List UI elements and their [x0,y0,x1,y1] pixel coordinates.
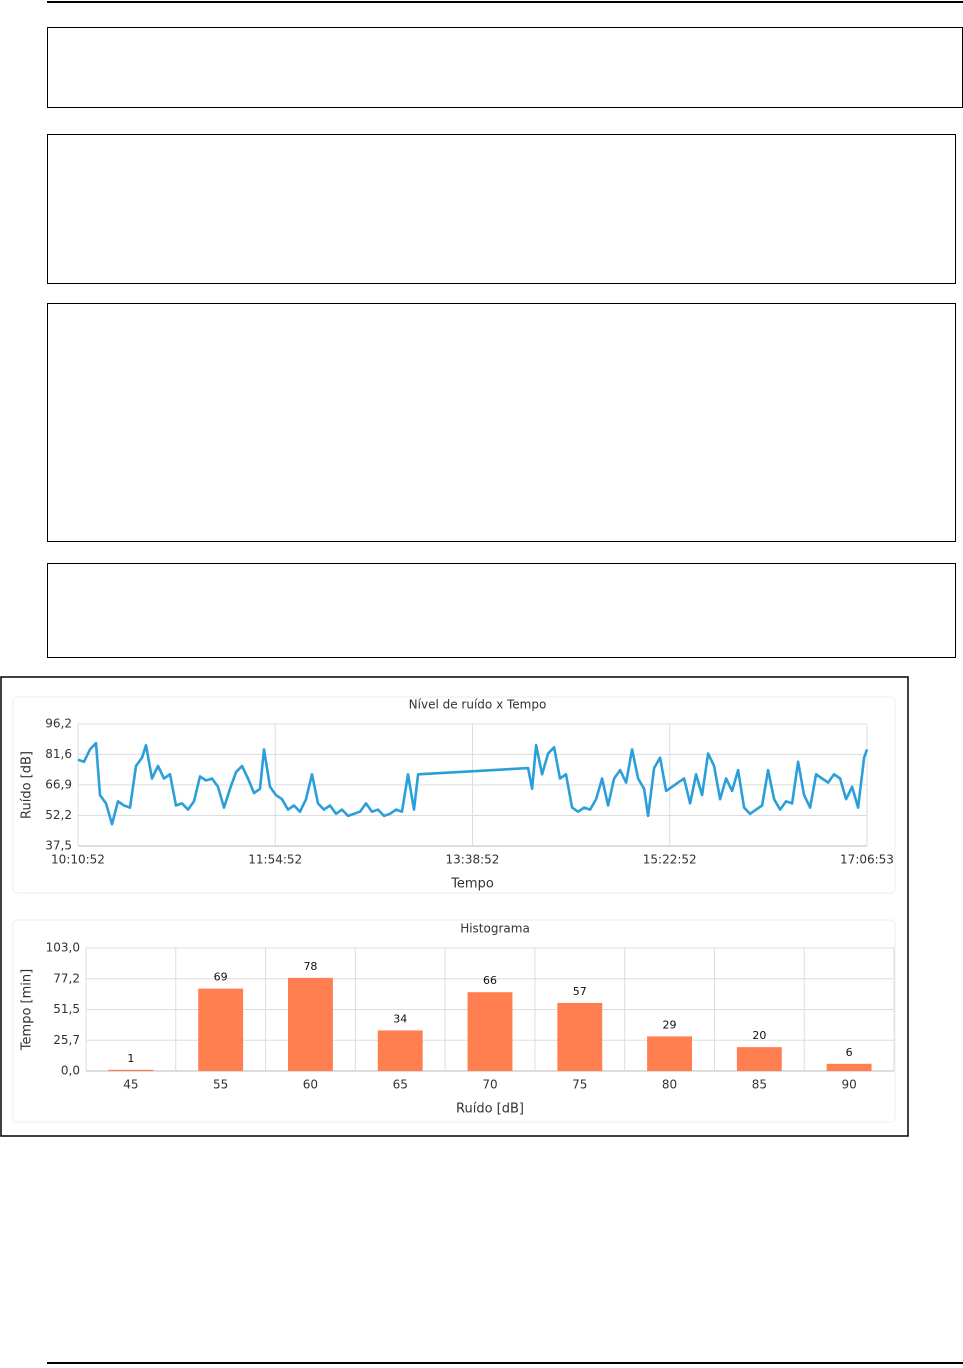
value-label: 29 [663,1018,677,1031]
empty-box [47,27,963,108]
x-tick-label: 70 [482,1078,497,1092]
bar [826,1063,872,1071]
chart-panel [12,696,896,894]
x-tick-label: 45 [123,1078,138,1092]
y-tick-label: 96,2 [45,717,72,731]
x-tick-label: 65 [393,1078,408,1092]
value-label: 6 [846,1046,853,1059]
y-tick-label: 51,5 [53,1002,80,1016]
y-axis-title: Ruído [dB] [20,751,35,819]
x-tick-label: 11:54:52 [248,853,302,867]
x-tick-label: 10:10:52 [51,853,105,867]
y-axis-title: Tempo [min] [20,969,35,1051]
y-tick-label: 25,7 [53,1033,80,1047]
x-tick-label: 80 [662,1078,677,1092]
y-tick-label: 81,6 [45,747,72,761]
chart-panel [12,919,896,1123]
chart-title: Nível de ruído x Tempo [409,698,547,712]
y-tick-label: 77,2 [53,971,80,985]
bar [467,992,513,1071]
x-tick-label: 13:38:52 [446,853,500,867]
x-axis-title: Ruído [dB] [456,1102,524,1117]
y-tick-label: 66,9 [45,777,72,791]
data-line [77,741,869,826]
y-tick-label: 52,2 [45,808,72,822]
chart-title: Histograma [460,922,530,936]
x-tick-label: 75 [572,1078,587,1092]
y-tick-label: 37,5 [45,839,72,853]
x-tick-label: 90 [841,1078,856,1092]
empty-box [47,134,956,284]
bar [377,1030,423,1071]
value-label: 57 [573,985,587,998]
x-tick-label: 55 [213,1078,228,1092]
x-tick-label: 15:22:52 [643,853,697,867]
y-tick-label: 0,0 [61,1064,80,1078]
value-label: 78 [303,960,317,973]
value-label: 20 [752,1029,766,1042]
bar [736,1047,782,1071]
bar [647,1036,692,1071]
x-tick-label: 17:06:53 [840,853,894,867]
x-axis-title: Tempo [450,877,494,892]
x-tick-label: 60 [303,1078,318,1092]
empty-box [47,303,956,542]
value-label: 1 [127,1052,134,1065]
bar [557,1002,603,1071]
value-label: 66 [483,974,497,987]
header-rule [47,1,963,3]
footer-rule [47,1362,963,1364]
value-label: 34 [393,1012,407,1025]
figure: Nível de ruído x Tempo Tempo Ruído [dB] 37,… [0,676,909,1137]
x-tick-label: 85 [752,1078,767,1092]
bar [288,977,333,1071]
bar [198,988,244,1071]
y-tick-label: 103,0 [46,941,80,955]
bar [108,1069,154,1071]
empty-box [47,563,956,658]
value-label: 69 [214,971,228,984]
